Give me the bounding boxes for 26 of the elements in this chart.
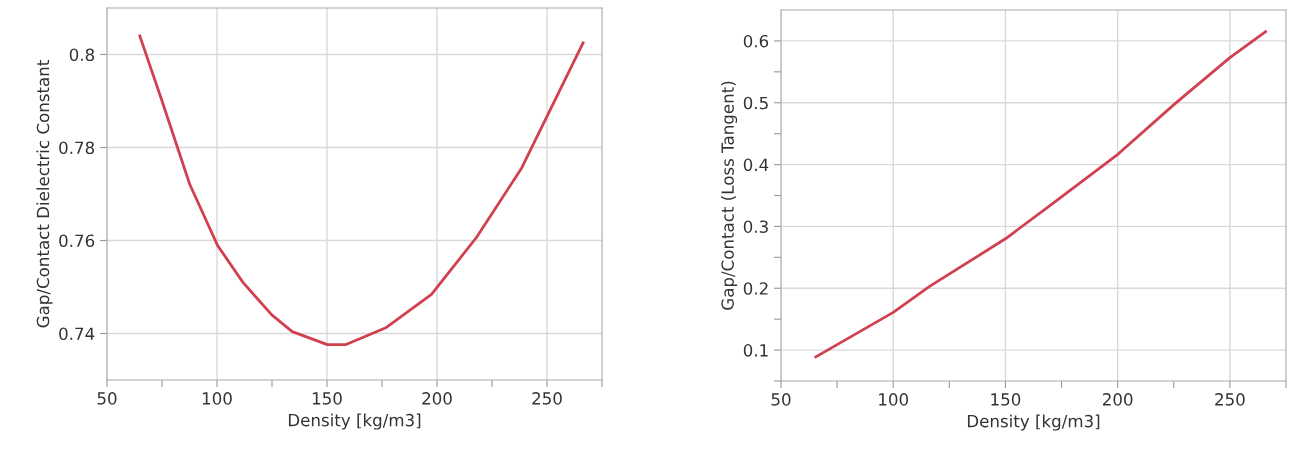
x-tick-label: 200: [422, 392, 452, 405]
y-axis-title: Gap/Contact Dielectric Constant: [36, 60, 53, 328]
x-axis-title: Density [kg/m3]: [967, 414, 1100, 431]
x-tick-label: 150: [312, 392, 342, 405]
y-tick-label: 0.76: [59, 234, 95, 248]
x-tick-label: 50: [97, 392, 117, 405]
x-tick-label: 250: [532, 392, 562, 405]
y-tick-label: 0.3: [743, 220, 768, 233]
y-tick-label: 0.78: [59, 141, 95, 155]
y-tick-label: 0.2: [743, 282, 768, 295]
y-tick-label: 0.4: [743, 158, 769, 172]
x-tick-label: 100: [879, 393, 909, 406]
y-tick-label: 0.5: [743, 96, 768, 110]
y-axis-title: Gap/Contact (Loss Tangent): [721, 81, 738, 310]
x-axis-title: Density [kg/m3]: [288, 413, 421, 430]
line-series: [138, 34, 585, 347]
x-tick-label: 50: [771, 393, 791, 406]
y-tick-label: 0.74: [59, 327, 95, 341]
y-tick-label: 0.1: [743, 344, 768, 357]
y-tick-label: 0.6: [743, 34, 769, 48]
line-series: [814, 30, 1267, 359]
x-tick-label: 200: [1102, 393, 1133, 406]
x-tick-label: 100: [202, 392, 232, 405]
x-tick-label: 150: [991, 393, 1021, 406]
y-tick-label: 0.8: [69, 48, 95, 62]
x-tick-label: 250: [1215, 393, 1245, 406]
